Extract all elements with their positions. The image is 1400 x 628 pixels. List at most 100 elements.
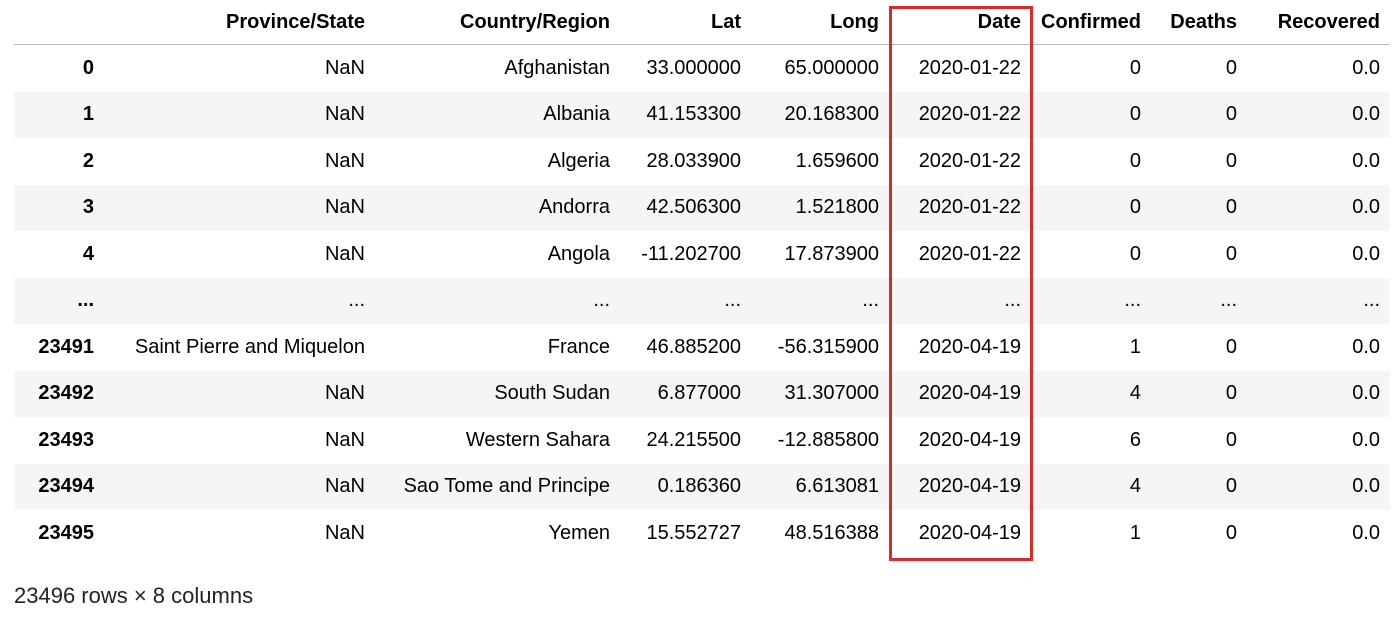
table-cell: 0 <box>1225 149 1237 172</box>
table-cell: 0.0 <box>1352 242 1380 265</box>
column-header: Recovered <box>1247 0 1390 45</box>
table-cell: 0 <box>1225 242 1237 265</box>
table-cell: 15.552727 <box>646 521 741 544</box>
table-row: 2 NaN Algeria 28.033900 1.659600 2020-01… <box>14 138 1390 185</box>
table-cell: 2020-01-22 <box>918 242 1021 265</box>
table-cell: ... <box>593 289 610 312</box>
table-cell: South Sudan <box>494 382 610 405</box>
table-cell: 0.0 <box>1352 335 1380 358</box>
table-cell: 0 <box>1225 103 1237 126</box>
table-cell: -12.885800 <box>777 428 879 451</box>
table-cell: 0 <box>1129 149 1141 172</box>
row-index: 23491 <box>38 335 94 358</box>
table-cell: 33.000000 <box>646 56 741 79</box>
table-cell: 1 <box>1129 335 1141 358</box>
table-cell: 1.521800 <box>795 196 879 219</box>
column-header: Country/Region <box>375 0 620 45</box>
table-cell: NaN <box>324 196 365 219</box>
table-cell: 31.307000 <box>784 382 879 405</box>
row-index: 2 <box>82 149 94 172</box>
table-cell: Angola <box>547 242 610 265</box>
table-row: 23494 NaN Sao Tome and Principe 0.186360… <box>14 463 1390 510</box>
table-cell: 0 <box>1129 242 1141 265</box>
table-cell: NaN <box>324 428 365 451</box>
dataframe-table: Province/State Country/Region Lat Long D… <box>14 0 1390 557</box>
table-cell: 0.0 <box>1352 521 1380 544</box>
table-cell: 0.0 <box>1352 103 1380 126</box>
table-cell: ... <box>348 289 365 312</box>
header-row: Province/State Country/Region Lat Long D… <box>14 0 1390 45</box>
table-cell: 0.0 <box>1352 149 1380 172</box>
row-index: ... <box>77 289 94 312</box>
table-cell: 2020-01-22 <box>918 149 1021 172</box>
table-cell: Afghanistan <box>504 56 610 79</box>
table-cell: NaN <box>324 56 365 79</box>
table-cell: NaN <box>324 242 365 265</box>
table-cell: Sao Tome and Principe <box>403 475 610 498</box>
table-row: 4 NaN Angola -11.202700 17.873900 2020-0… <box>14 231 1390 278</box>
table-cell: NaN <box>324 475 365 498</box>
table-cell: 0 <box>1225 196 1237 219</box>
table-cell: 17.873900 <box>784 242 879 265</box>
table-cell: 46.885200 <box>646 335 741 358</box>
dataframe-output: Province/State Country/Region Lat Long D… <box>14 0 1390 561</box>
table-cell: 0 <box>1225 475 1237 498</box>
table-cell: 2020-04-19 <box>918 335 1021 358</box>
ellipsis-row: ... ... ... ... ... ... ... ... ... <box>14 277 1390 324</box>
table-cell: 6.613081 <box>795 475 879 498</box>
table-cell: Albania <box>543 103 610 126</box>
table-cell: NaN <box>324 382 365 405</box>
table-row: 23491 Saint Pierre and Miquelon France 4… <box>14 324 1390 371</box>
table-cell: Saint Pierre and Miquelon <box>134 335 365 358</box>
column-header: Long <box>751 0 889 45</box>
table-cell: 0.0 <box>1352 382 1380 405</box>
dataframe-shape: 23496 rows × 8 columns <box>14 583 254 608</box>
table-cell: 2020-01-22 <box>918 56 1021 79</box>
table-cell: Yemen <box>548 521 610 544</box>
table-cell: 6.877000 <box>657 382 741 405</box>
table-cell: 0.0 <box>1352 56 1380 79</box>
table-cell: 0 <box>1129 196 1141 219</box>
table-cell: 41.153300 <box>646 103 741 126</box>
table-cell: NaN <box>324 103 365 126</box>
table-cell: 0.0 <box>1352 428 1380 451</box>
table-row: 3 NaN Andorra 42.506300 1.521800 2020-01… <box>14 184 1390 231</box>
table-cell: -56.315900 <box>777 335 879 358</box>
table-cell: ... <box>862 289 879 312</box>
table-cell: 2020-01-22 <box>918 196 1021 219</box>
table-cell: Algeria <box>547 149 610 172</box>
table-row: 1 NaN Albania 41.153300 20.168300 2020-0… <box>14 91 1390 138</box>
table-row: 23495 NaN Yemen 15.552727 48.516388 2020… <box>14 510 1390 557</box>
table-cell: 42.506300 <box>646 196 741 219</box>
table-cell: France <box>547 335 610 358</box>
table-cell: 2020-04-19 <box>918 428 1021 451</box>
row-index: 1 <box>82 103 94 126</box>
index-header <box>14 0 104 45</box>
row-index: 23493 <box>38 428 94 451</box>
column-header: Date <box>889 0 1031 45</box>
table-cell: 28.033900 <box>646 149 741 172</box>
table-cell: Andorra <box>538 196 610 219</box>
table-cell: 0 <box>1225 335 1237 358</box>
table-cell: 65.000000 <box>784 56 879 79</box>
row-index: 23495 <box>38 521 94 544</box>
table-cell: 0 <box>1225 521 1237 544</box>
table-cell: 0 <box>1129 56 1141 79</box>
column-header: Lat <box>620 0 751 45</box>
table-cell: 4 <box>1129 382 1141 405</box>
column-header: Province/State <box>104 0 375 45</box>
table-cell: 0 <box>1225 382 1237 405</box>
row-index: 3 <box>82 196 94 219</box>
table-cell: 2020-01-22 <box>918 103 1021 126</box>
table-row: 0 NaN Afghanistan 33.000000 65.000000 20… <box>14 45 1390 92</box>
table-cell: 2020-04-19 <box>918 382 1021 405</box>
row-index: 4 <box>82 242 94 265</box>
table-cell: 6 <box>1129 428 1141 451</box>
table-cell: ... <box>1124 289 1141 312</box>
column-header: Deaths <box>1151 0 1247 45</box>
table-row: 23492 NaN South Sudan 6.877000 31.307000… <box>14 370 1390 417</box>
row-index: 23492 <box>38 382 94 405</box>
table-cell: ... <box>724 289 741 312</box>
table-cell: -11.202700 <box>641 242 741 265</box>
table-cell: NaN <box>324 521 365 544</box>
